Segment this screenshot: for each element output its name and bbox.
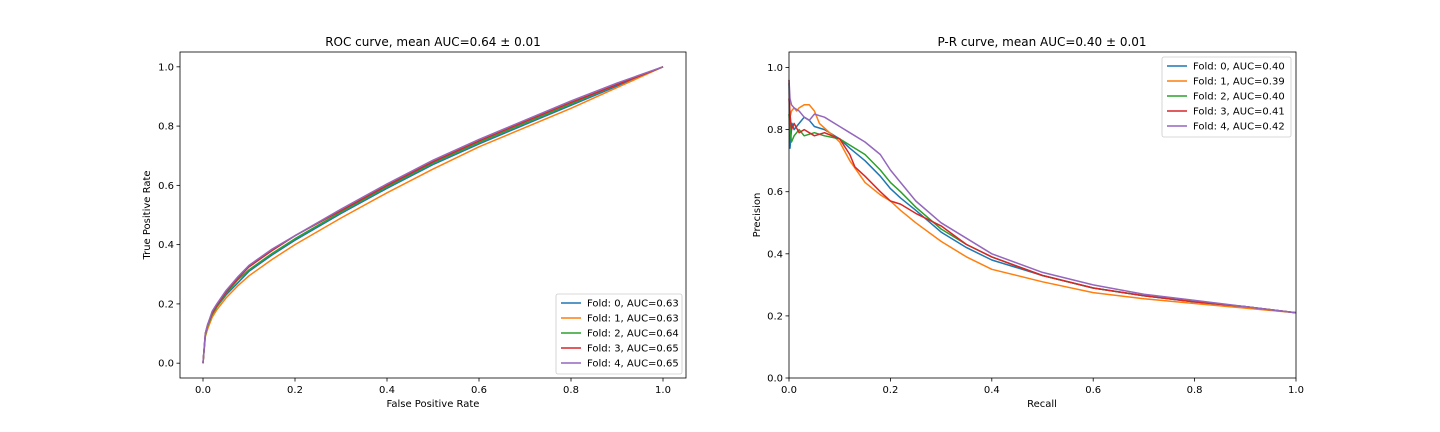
roc-x-axis-label: False Positive Rate — [387, 399, 480, 410]
pr-chart: P-R curve, mean AUC=0.40 ± 0.01 Recall P… — [752, 35, 1304, 410]
pr-legend-label: Fold: 2, AUC=0.40 — [1193, 92, 1285, 103]
roc-x-tick-label: 0.2 — [287, 385, 303, 396]
pr-legend: Fold: 0, AUC=0.40 Fold: 1, AUC=0.39 Fold: … — [1161, 56, 1292, 138]
pr-y-tick-label: 0.4 — [767, 249, 783, 260]
roc-ticks: 0.0 0.2 0.4 0.6 0.8 1.0 0.0 0.2 0.4 0.6 0.8 1.0 — [158, 62, 671, 396]
roc-y-tick-label: 1.0 — [158, 62, 174, 73]
roc-x-tick-label: 0.4 — [379, 385, 395, 396]
roc-chart: ROC curve, mean AUC=0.64 ± 0.01 False Po… — [142, 35, 687, 410]
roc-y-tick-label: 0.2 — [158, 299, 174, 310]
roc-series-line-1 — [202, 66, 664, 364]
pr-series-line-4 — [788, 79, 1297, 314]
pr-legend-label: Fold: 1, AUC=0.39 — [1193, 77, 1285, 88]
pr-x-tick-label: 0.8 — [1187, 385, 1203, 396]
pr-y-tick-label: 0.8 — [767, 125, 783, 136]
pr-y-axis-label: Precision — [752, 193, 763, 238]
pr-x-tick-label: 1.0 — [1288, 385, 1304, 396]
roc-legend: Fold: 0, AUC=0.63 Fold: 1, AUC=0.63 Fold: … — [555, 293, 683, 375]
roc-plot-frame — [179, 51, 687, 379]
roc-x-tick-label: 0.0 — [195, 385, 211, 396]
pr-plot-frame — [788, 51, 1297, 379]
pr-x-tick-label: 0.4 — [984, 385, 1000, 396]
roc-legend-label: Fold: 1, AUC=0.63 — [587, 314, 679, 325]
pr-y-tick-label: 1.0 — [767, 63, 783, 74]
pr-x-tick-label: 0.0 — [781, 385, 797, 396]
roc-x-tick-label: 0.6 — [471, 385, 487, 396]
pr-legend-label: Fold: 3, AUC=0.41 — [1193, 107, 1285, 118]
pr-x-tick-label: 0.6 — [1085, 385, 1101, 396]
roc-chart-title: ROC curve, mean AUC=0.64 ± 0.01 — [325, 35, 541, 49]
roc-legend-label: Fold: 4, AUC=0.65 — [587, 359, 679, 370]
roc-x-tick-label: 0.8 — [563, 385, 579, 396]
pr-chart-title: P-R curve, mean AUC=0.40 ± 0.01 — [937, 35, 1146, 49]
roc-x-tick-label: 1.0 — [655, 385, 671, 396]
roc-series-line-4 — [202, 66, 664, 364]
pr-legend-label: Fold: 0, AUC=0.40 — [1193, 62, 1285, 73]
roc-legend-label: Fold: 0, AUC=0.63 — [587, 299, 679, 310]
roc-y-tick-label: 0.8 — [158, 122, 174, 133]
pr-y-tick-label: 0.6 — [767, 187, 783, 198]
pr-y-tick-label: 0.2 — [767, 311, 783, 322]
roc-series-lines — [202, 66, 664, 364]
roc-legend-label: Fold: 3, AUC=0.65 — [587, 344, 679, 355]
roc-legend-label: Fold: 2, AUC=0.64 — [587, 329, 679, 340]
roc-y-tick-label: 0.0 — [158, 359, 174, 370]
roc-legend-box — [555, 293, 683, 375]
pr-x-axis-label: Recall — [1027, 399, 1057, 410]
pr-legend-label: Fold: 4, AUC=0.42 — [1193, 122, 1285, 133]
pr-y-tick-label: 0.0 — [767, 374, 783, 385]
roc-y-axis-label: True Positive Rate — [142, 170, 153, 260]
pr-legend-box — [1161, 56, 1292, 138]
pr-ticks: 0.0 0.2 0.4 0.6 0.8 1.0 0.0 0.2 0.4 0.6 0.8 1.0 — [767, 63, 1304, 396]
pr-series-line-3 — [788, 98, 1297, 314]
pr-series-lines — [788, 79, 1297, 314]
pr-x-tick-label: 0.2 — [882, 385, 898, 396]
roc-y-tick-label: 0.4 — [158, 240, 174, 251]
roc-y-tick-label: 0.6 — [158, 181, 174, 192]
